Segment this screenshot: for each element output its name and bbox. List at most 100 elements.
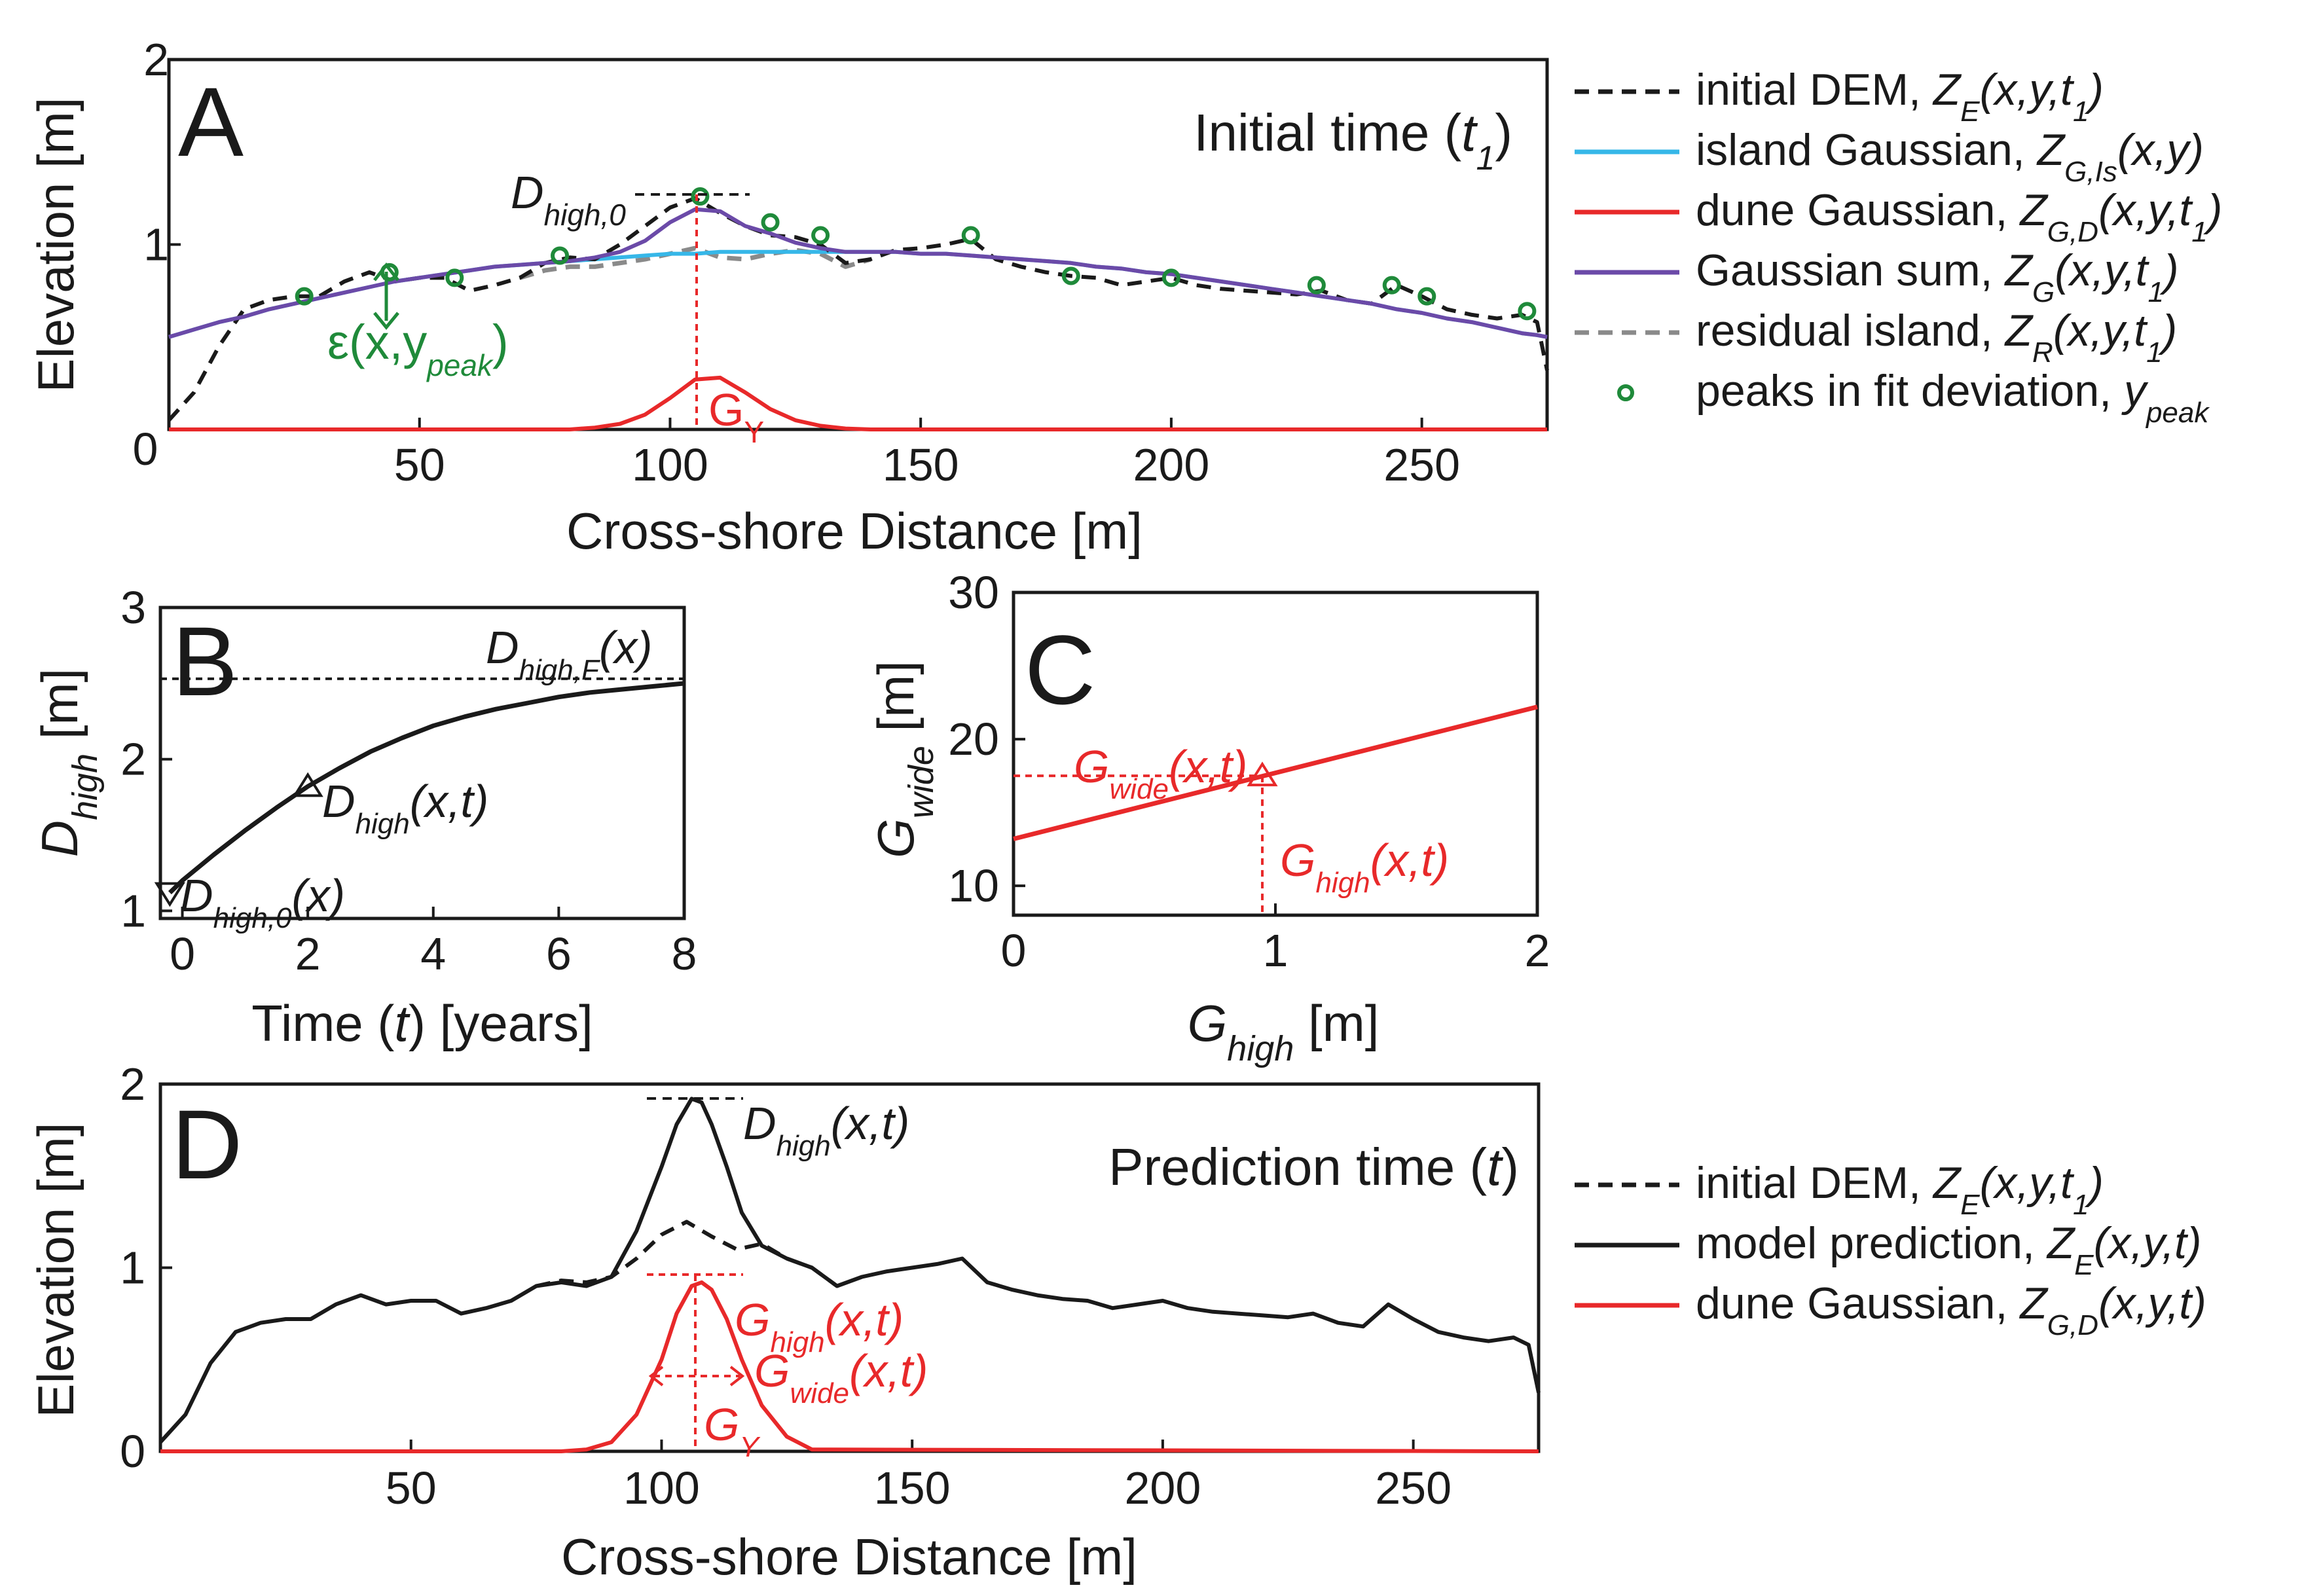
panel-b-series <box>154 677 685 907</box>
legend-entry: island Gaussian, ZG,Is(x,y) <box>1696 125 2204 188</box>
y-tick-label: 2 <box>143 34 169 85</box>
panel-d: D Prediction time (t) 50 100 150 200 250012 … <box>27 1059 1541 1586</box>
panel-d-axes: 50 100 150 200 250 0 1 2 <box>120 1059 1452 1514</box>
epsilon-arrow-up-icon <box>373 262 399 281</box>
panel-a-title-main: Initial time ( <box>1194 103 1461 162</box>
peak-marker <box>295 287 314 306</box>
panel-b-xlabel: Time (t) [years] <box>251 994 593 1052</box>
d-high-f-label: Dhigh,F(x) <box>486 622 652 686</box>
peak-marker <box>811 226 830 245</box>
panel-a-ylabel: Elevation [m] <box>27 98 84 393</box>
peak-marker <box>1061 266 1080 285</box>
x-tick-label: 6 <box>546 928 572 979</box>
peak-marker <box>445 268 464 287</box>
series-residual-line <box>519 245 871 280</box>
y-tick-label: 2 <box>120 734 146 785</box>
peak-marker <box>551 246 570 265</box>
triangle-up-marker <box>292 772 323 797</box>
y-tick-label: 1 <box>143 219 169 270</box>
panel-a-letter: A <box>178 67 244 177</box>
series-sum-line <box>168 207 1548 339</box>
legend-entry: residual island, ZR(x,y,t1) <box>1696 306 2177 369</box>
x-tick-label: 2 <box>295 928 321 979</box>
y-tick-label: 1 <box>120 1242 145 1294</box>
legend-entry: dune Gaussian, ZG,D(x,y,t1) <box>1696 185 2222 248</box>
y-tick-label: 2 <box>120 1059 145 1110</box>
peak-marker <box>1518 302 1537 321</box>
g-high-label-c: Ghigh(x,t) <box>1280 835 1449 899</box>
y-tick-label: 0 <box>133 424 158 475</box>
legend-entry: dune Gaussian, ZG,D(x,y,t) <box>1696 1279 2206 1341</box>
triangle-up-marker <box>1247 761 1278 787</box>
panel-d-title: Prediction time (t) <box>1108 1138 1519 1196</box>
panel-b: B 0 2 4 6 8 1 2 3 Dhigh,F(x) Dhigh(x,t) Dhigh,0… <box>31 582 697 1052</box>
peak-marker <box>1382 276 1401 295</box>
x-tick-label: 250 <box>1375 1462 1452 1514</box>
x-tick-label: 0 <box>1001 925 1027 976</box>
x-tick-label: 100 <box>632 439 708 490</box>
panel-b-letter: B <box>172 606 238 716</box>
y-tick-label: 10 <box>948 860 999 911</box>
x-tick-label: 150 <box>874 1462 951 1514</box>
peak-marker <box>691 187 710 206</box>
y-tick-label: 3 <box>120 582 146 633</box>
x-tick-label: 150 <box>883 439 959 490</box>
x-tick-label: 0 <box>170 928 195 979</box>
panel-a-title-var: t <box>1461 103 1478 162</box>
panel-a-series <box>167 187 1549 431</box>
peak-marker <box>1161 268 1180 287</box>
x-tick-label: 200 <box>1133 439 1210 490</box>
x-tick-label: 250 <box>1383 439 1460 490</box>
series-dem-line <box>167 196 1549 422</box>
legend-a: initial DEM, ZE(x,y,t1)island Gaussian, … <box>1575 65 2222 429</box>
panel-a-title: Initial time (t1) <box>1194 103 1512 177</box>
x-tick-label: 8 <box>672 928 697 979</box>
series-dune-line <box>169 375 1547 431</box>
panel-d-ylabel: Elevation [m] <box>27 1123 84 1418</box>
panel-c-axes: 0 1 2 10 20 30 <box>948 567 1550 976</box>
panel-d-annotations: Dhigh(x,t) Ghigh(x,t) Gwide(x,t) GY <box>647 1097 928 1463</box>
series-dem-line-d <box>536 1220 839 1288</box>
panel-c-xlabel: Ghigh [m] <box>1188 994 1380 1068</box>
panel-d-series <box>158 1097 1541 1453</box>
panel-c-series <box>1013 704 1538 915</box>
d-high-0-label: Dhigh,0 <box>511 167 626 232</box>
panel-d-xlabel: Cross-shore Distance [m] <box>561 1528 1137 1586</box>
peak-marker <box>761 213 780 232</box>
peak-marker <box>1417 287 1436 306</box>
g-wide-arrow-left-icon <box>648 1366 664 1387</box>
x-tick-label: 2 <box>1525 925 1550 976</box>
series-prediction-line-d <box>158 1097 1541 1444</box>
panel-d-letter: D <box>172 1089 242 1199</box>
panel-c: C 0 1 2 10 20 30 Gwide(x,t) Ghigh(x,t) Ghigh … <box>867 567 1550 1068</box>
panel-b-frame <box>158 606 686 920</box>
panel-b-ylabel: Dhigh [m] <box>31 668 105 857</box>
x-tick-label: 1 <box>1263 925 1288 976</box>
x-tick-label: 50 <box>386 1462 437 1514</box>
d-high-t-label: Dhigh(x,t) <box>322 776 488 840</box>
gy-label-a: GY <box>708 384 764 449</box>
legend-entry: peaks in fit deviation, ypeak <box>1696 366 2210 429</box>
x-tick-label: 50 <box>394 439 445 490</box>
g-y-label-d: GY <box>704 1399 760 1463</box>
g-wide-arrow-right-icon <box>729 1366 745 1387</box>
panel-c-ylabel: Gwide [m] <box>867 661 941 858</box>
x-tick-label: 100 <box>623 1462 700 1514</box>
d-high-curve <box>168 681 685 895</box>
panel-a-title-sub: 1 <box>1476 139 1495 177</box>
panel-a-annotations: Dhigh,0 GY ε(x,ypeak) <box>327 167 764 449</box>
d-high-0-label-b: Dhigh,0(x) <box>180 870 345 934</box>
d-high-t-label-d: Dhigh(x,t) <box>743 1098 909 1162</box>
legend-entry: initial DEM, ZE(x,y,t1) <box>1696 1158 2104 1221</box>
panel-a-xlabel: Cross-shore Distance [m] <box>566 502 1142 560</box>
y-tick-label: 20 <box>948 714 999 765</box>
panel-c-letter: C <box>1025 615 1095 725</box>
panel-a-title-close: ) <box>1495 103 1512 162</box>
epsilon-label: ε(x,ypeak) <box>327 315 509 382</box>
epsilon-arrow-down-icon <box>373 312 399 330</box>
g-wide-t-label-d: Gwide(x,t) <box>754 1345 928 1409</box>
y-tick-label: 1 <box>120 885 146 936</box>
panel-b-axes: 0 2 4 6 8 1 2 3 <box>120 582 697 979</box>
x-tick-label: 200 <box>1125 1462 1201 1514</box>
